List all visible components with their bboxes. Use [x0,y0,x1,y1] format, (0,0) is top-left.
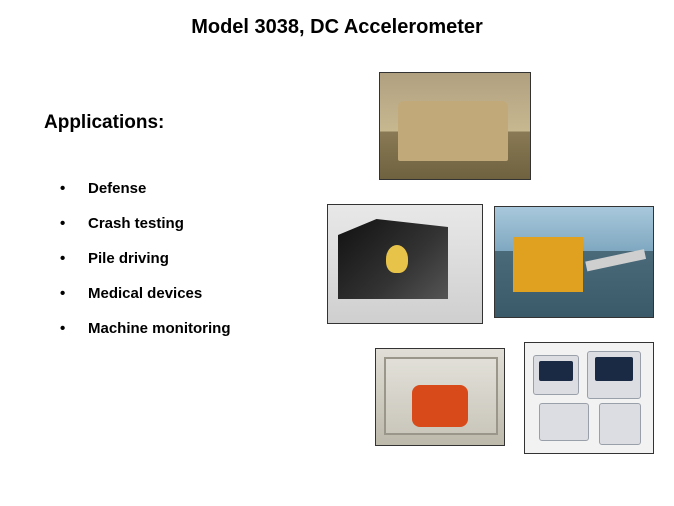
slide-title: Model 3038, DC Accelerometer [0,16,674,39]
list-item: Pile driving [60,250,231,267]
list-item: Machine monitoring [60,320,231,337]
machine-monitoring-image [375,348,505,446]
list-item: Medical devices [60,285,231,302]
medical-devices-image [524,342,654,454]
applications-heading: Applications: [44,112,164,134]
applications-list: Defense Crash testing Pile driving Medic… [60,180,231,355]
crash-test-image [327,204,483,324]
list-item: Crash testing [60,215,231,232]
pile-driving-image [494,206,654,318]
defense-image [379,72,531,180]
list-item: Defense [60,180,231,197]
